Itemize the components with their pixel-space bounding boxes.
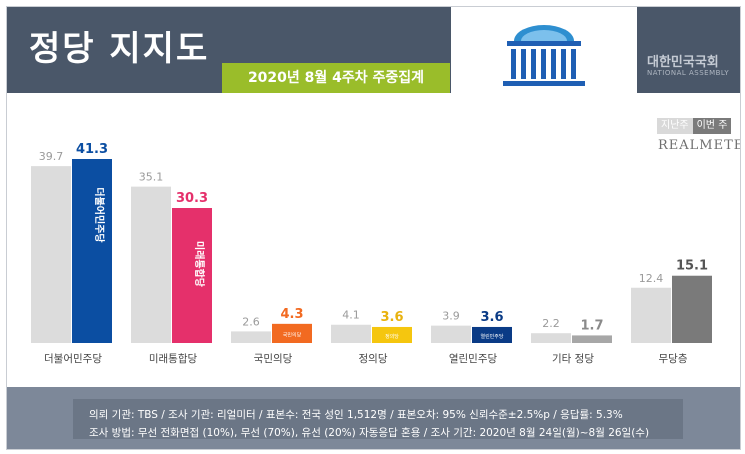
assembly-name-en: NATIONAL ASSEMBLY [647, 69, 730, 77]
value-label-prev: 2.6 [242, 315, 260, 328]
category-label: 무당층 [659, 353, 688, 365]
category-label: 국민의당 [254, 353, 293, 365]
assembly-name: 대한민국국회 [647, 55, 719, 70]
value-label-prev: 12.4 [639, 272, 664, 285]
bar-prev-week [631, 287, 671, 343]
legend-prev-week: 지난주 [657, 118, 693, 134]
bar-prev-week [431, 325, 471, 343]
bar-this-week [272, 323, 312, 343]
chart-legend: 지난주 이번 주 [657, 118, 732, 134]
value-label-prev: 35.1 [139, 171, 164, 184]
party-logo: 정의당 [385, 333, 399, 340]
value-label-curr: 4.3 [280, 307, 303, 322]
footer-panel [73, 399, 683, 439]
bar-prev-week [231, 331, 271, 343]
subtitle-badge: 2020년 8월 4주차 주중집계 [222, 63, 450, 93]
bar-this-week [572, 335, 612, 343]
bar-prev-week [131, 186, 171, 343]
header-banner: 정당 지지도 2020년 8월 4주차 주중집계 대한민국국회 NATIONAL… [7, 7, 740, 93]
bar-this-week [472, 326, 512, 343]
category-label: 더불어민주당 [44, 353, 102, 365]
bar-prev-week [331, 324, 371, 343]
bar-chart: 39.7 41.3더불어민주당더불어민주당35.130.3미래통합당미래통합당2.… [31, 142, 712, 365]
category-label: 열린민주당 [449, 353, 498, 365]
survey-footer: 의뢰 기관: TBS / 조사 기관: 리얼미터 / 표본수: 전국 성인 1,… [7, 387, 740, 449]
brand-wordmark: REALMETER [658, 138, 740, 153]
party-logo: 국민의당 [283, 331, 302, 338]
category-label: 미래통합당 [149, 353, 198, 365]
party-logo: 열린민주당 [480, 333, 503, 340]
party-logo: 더불어민주당 [93, 187, 106, 243]
value-label-curr: 3.6 [480, 310, 503, 325]
bar-prev-week [531, 333, 571, 343]
value-label-curr: 15.1 [676, 259, 708, 274]
value-label-curr: 3.6 [380, 310, 403, 325]
value-label-curr: 1.7 [580, 318, 603, 333]
survey-info-line-2: 조사 방법: 무선 전화면접 (10%), 무선 (70%), 유선 (20%)… [89, 427, 650, 439]
bar-this-week [72, 159, 112, 343]
bar-this-week [672, 275, 712, 343]
bar-prev-week [31, 166, 71, 343]
category-label: 기타 정당 [552, 353, 594, 365]
page-title: 정당 지지도 [29, 29, 210, 69]
infographic-frame: 정당 지지도 2020년 8월 4주차 주중집계 대한민국국회 NATIONAL… [6, 6, 741, 450]
value-label-curr: 30.3 [176, 191, 208, 206]
bar-this-week [172, 208, 212, 343]
value-label-prev: 2.2 [542, 317, 560, 330]
party-logo: 미래통합당 [193, 241, 206, 288]
value-label-prev: 39.7 [39, 150, 64, 163]
survey-info-line-1: 의뢰 기관: TBS / 조사 기관: 리얼미터 / 표본수: 전국 성인 1,… [89, 409, 623, 421]
value-label-prev: 4.1 [342, 309, 360, 322]
category-label: 정의당 [359, 353, 388, 365]
value-label-curr: 41.3 [76, 142, 108, 157]
bar-this-week [372, 326, 412, 343]
assembly-logo [451, 7, 637, 93]
assembly-building-icon [503, 25, 585, 86]
legend-this-week: 이번 주 [692, 118, 732, 134]
value-label-prev: 3.9 [442, 310, 460, 323]
